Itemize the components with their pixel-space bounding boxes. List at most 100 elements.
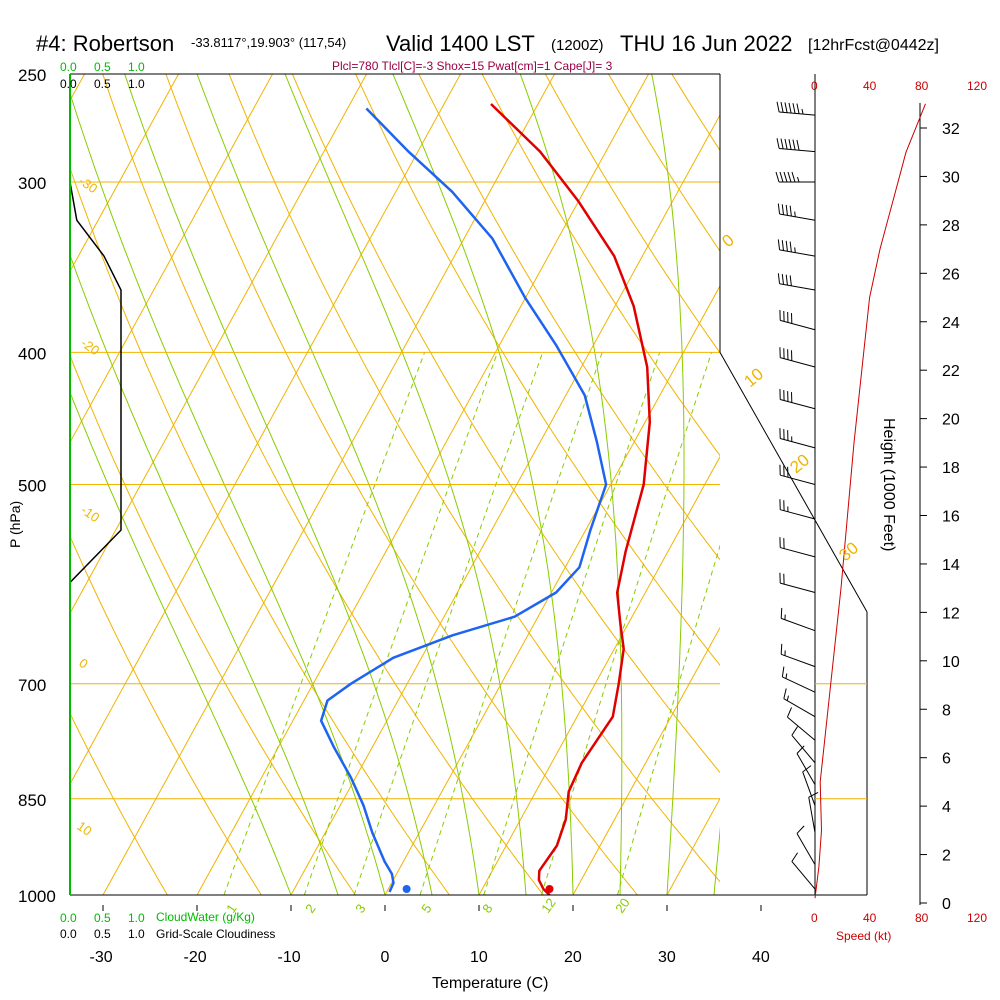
wind-barb: [781, 666, 816, 693]
height-tick-label: 14: [942, 557, 960, 574]
height-tick-label: 26: [942, 266, 960, 283]
moist-adiabat-line: [124, 74, 433, 895]
height-tick-label: 8: [942, 702, 951, 719]
wind-barb-feather: [791, 171, 796, 183]
height-tick-label: 10: [942, 654, 960, 671]
cloudwater-bottom-tick: 0.0: [60, 911, 77, 925]
wind-barb-staff: [791, 734, 816, 764]
x-tick-label: 40: [752, 949, 770, 966]
x-tick-label: 30: [658, 949, 676, 966]
wind-barb: [775, 171, 815, 183]
speed-tick-top: 40: [863, 79, 877, 93]
wind-barb: [791, 726, 816, 764]
height-tick-label: 20: [942, 412, 960, 429]
cloudwater-top-tick: 1.0: [128, 60, 145, 74]
wind-barb-staff: [779, 249, 816, 257]
wind-barb-staff: [780, 398, 816, 410]
dry-adiabat-line: [228, 74, 720, 883]
x-tick-label: -10: [278, 949, 301, 966]
wind-barb-half: [801, 108, 804, 115]
height-tick-label: 32: [942, 121, 960, 138]
cloudiness-bottom-tick: 0.0: [60, 927, 77, 941]
wind-barb-feather: [780, 102, 784, 113]
cloudiness-bottom-tick: 0.5: [94, 927, 111, 941]
height-tick-label: 22: [942, 363, 960, 380]
wind-barb-feather: [783, 171, 788, 183]
moist-adiabat-line: [70, 91, 386, 895]
wind-barb-feather: [780, 607, 783, 619]
wind-barb-feather: [784, 138, 788, 150]
cloudwater-top-tick: 0.5: [94, 60, 111, 74]
wind-barb-feather: [781, 204, 784, 215]
wind-barb-staff: [781, 617, 816, 632]
temperature-profile: [490, 103, 652, 895]
wind-barb-staff: [780, 582, 816, 593]
wind-barb: [786, 707, 816, 741]
utc-time: (1200Z): [551, 37, 604, 54]
pressure-label: 500: [18, 477, 46, 496]
wind-barb: [776, 138, 816, 153]
stability-indices: Plcl=780 Tlcl[C]=-3 Shox=15 Pwat[cm]=1 C…: [332, 59, 613, 73]
speed-axis-title: Speed (kt): [836, 929, 891, 943]
forecast-date: THU 16 Jun 2022: [620, 31, 792, 56]
x-axis-title: Temperature (C): [432, 975, 548, 992]
cloudwater-bottom-tick: 1.0: [128, 911, 145, 925]
wind-barb-staff: [791, 861, 816, 890]
wind-barb-half: [785, 673, 788, 679]
dry-adiabat-line: [481, 74, 720, 457]
isotherm-line: [70, 74, 273, 444]
wind-barb-feather: [779, 171, 784, 183]
dry-adiabat-line: [355, 74, 720, 667]
moist-adiabat-line: [651, 74, 685, 895]
surface-dewpoint-dot: [402, 885, 411, 893]
wind-barb: [779, 537, 816, 558]
cloudwater-top-tick: 0.0: [60, 60, 77, 74]
mixing-ratio-label: 12: [538, 895, 559, 915]
wind-barb-feather: [787, 171, 792, 183]
wind-barb-staff: [780, 438, 816, 449]
isotherm-label: 10: [74, 818, 94, 839]
height-tick-label: 4: [942, 799, 951, 816]
wind-barb: [779, 309, 816, 331]
moist-adiabat-line: [70, 391, 292, 895]
surface-temperature-dot: [545, 885, 554, 893]
wind-barb-feather: [777, 239, 781, 250]
mixing-ratio-line: [483, 352, 661, 895]
cloudiness-profile: [70, 181, 122, 584]
y-axis-title: P (hPa): [7, 501, 23, 548]
wind-barb-staff: [779, 111, 816, 116]
wind-barb-staff: [780, 474, 816, 485]
wind-barb-staff: [779, 283, 816, 291]
cloudiness-top-tick: 0.0: [60, 77, 77, 91]
wind-barb-feather: [785, 274, 788, 286]
height-tick-label: 2: [942, 848, 951, 865]
dry-adiabat-line: [70, 166, 450, 895]
dry-adiabat-line: [70, 712, 168, 895]
wind-barb-feather: [785, 240, 788, 252]
wind-barb: [777, 273, 816, 291]
cloudiness-top-tick: 0.5: [94, 77, 111, 91]
x-tick-label: 0: [381, 949, 390, 966]
wind-barb: [779, 347, 816, 368]
wind-barb-feather: [784, 102, 788, 113]
wind-barb-staff: [780, 547, 816, 558]
moist-adiabat-line: [70, 253, 339, 895]
wind-barb-feather: [783, 688, 787, 699]
wind-barb-feather: [796, 825, 805, 834]
wind-barb-feather: [780, 643, 783, 655]
wind-barb-feather: [788, 139, 792, 150]
mixing-ratio-line: [223, 352, 426, 895]
pressure-label: 700: [18, 676, 46, 695]
dry-adiabat-line: [70, 535, 262, 895]
wind-barb: [779, 499, 816, 520]
wind-barb-feather: [777, 273, 781, 284]
wind-barb-feather: [785, 204, 788, 216]
speed-tick-bottom: 40: [863, 911, 877, 925]
wind-barb-feather: [789, 241, 792, 252]
dry-adiabat-line: [102, 74, 544, 895]
wind-barb-staff: [780, 509, 816, 520]
wind-barb: [802, 765, 816, 806]
